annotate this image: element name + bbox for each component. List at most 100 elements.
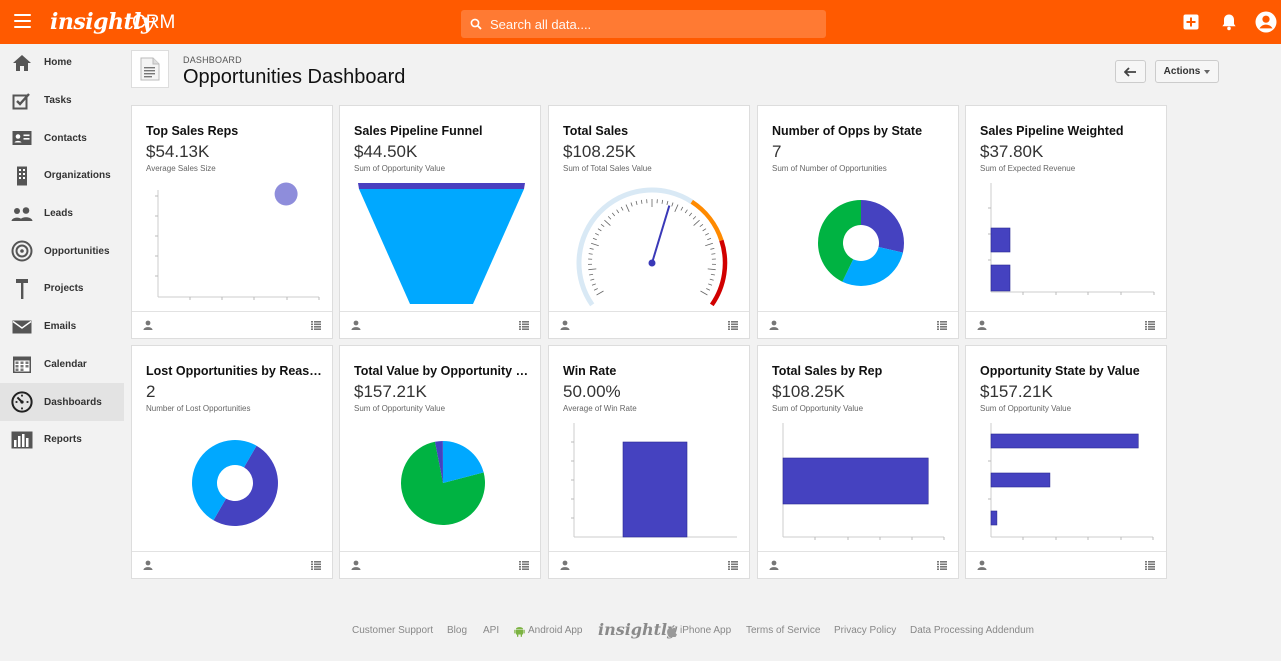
search-input[interactable]: [490, 16, 810, 32]
card-title[interactable]: Sales Pipeline Funnel: [354, 124, 483, 138]
dashboard-card-win-rate[interactable]: Win Rate 50.00% Average of Win Rate: [548, 345, 750, 579]
actions-label: Actions: [1163, 66, 1201, 77]
sidebar-item-organizations[interactable]: Organizations: [0, 157, 124, 195]
list-view-icon[interactable]: [937, 561, 947, 570]
sidebar-item-label: Contacts: [44, 132, 87, 144]
insightly-logo[interactable]: insightly: [50, 9, 154, 35]
card-subtitle: Average of Win Rate: [563, 404, 637, 413]
reports-icon: [11, 429, 33, 451]
card-title[interactable]: Total Value by Opportunity S...: [354, 364, 532, 378]
gauge-tick: [604, 219, 611, 226]
top-bar: insightly CRM: [0, 0, 1281, 44]
user-icon[interactable]: [769, 320, 779, 330]
list-view-icon[interactable]: [937, 321, 947, 330]
gauge-tick: [607, 216, 612, 220]
dashboard-card-opportunity-state-by-value[interactable]: Opportunity State by Value $157.21K Sum …: [965, 345, 1167, 579]
gauge-tick: [611, 212, 616, 217]
pie-slice: [434, 441, 443, 483]
search-bar[interactable]: [461, 10, 826, 38]
sidebar-item-leads[interactable]: Leads: [0, 195, 124, 233]
bar-total-sales-rep: [782, 457, 929, 505]
chart-opportunity-state-by-value: [988, 423, 1154, 540]
funnel-segment-top: [358, 183, 525, 189]
gauge-tick: [693, 219, 700, 226]
list-view-icon[interactable]: [311, 321, 321, 330]
dashboard-card-lost-opportunities[interactable]: Lost Opportunities by Reason 2 Number of…: [131, 345, 333, 579]
sidebar-item-tasks[interactable]: Tasks: [0, 82, 124, 120]
dashboard-card-total-value-by-state[interactable]: Total Value by Opportunity S... $157.21K…: [339, 345, 541, 579]
gauge-band-normal: [576, 187, 694, 307]
dashboard-card-opps-by-state[interactable]: Number of Opps by State 7 Sum of Number …: [757, 105, 959, 339]
card-value: 2: [146, 382, 156, 401]
dashboard-card-sales-pipeline-weighted[interactable]: Sales Pipeline Weighted $37.80K Sum of E…: [965, 105, 1167, 339]
list-view-icon[interactable]: [519, 561, 529, 570]
sidebar-item-calendar[interactable]: Calendar: [0, 346, 124, 384]
menu-icon[interactable]: [14, 14, 31, 28]
footer-link-data-processing-addendum[interactable]: Data Processing Addendum: [910, 625, 1034, 636]
user-icon[interactable]: [560, 320, 570, 330]
sidebar-item-contacts[interactable]: Contacts: [0, 119, 124, 157]
apple-icon: [667, 625, 677, 637]
add-icon[interactable]: [1181, 12, 1201, 32]
footer-link-privacy-policy[interactable]: Privacy Policy: [834, 625, 897, 636]
back-button[interactable]: [1115, 60, 1146, 83]
gauge-tick: [702, 228, 707, 232]
footer-link-android-app[interactable]: Android App: [528, 625, 583, 636]
footer-link-customer-support[interactable]: Customer Support: [352, 625, 434, 636]
card-title[interactable]: Lost Opportunities by Reason: [146, 364, 324, 378]
list-view-icon[interactable]: [728, 321, 738, 330]
dashboard-card-total-sales[interactable]: Total Sales $108.25K Sum of Total Sales …: [548, 105, 750, 339]
gauge-tick: [635, 200, 638, 205]
sidebar-item-reports[interactable]: Reports: [0, 421, 124, 459]
sidebar-item-home[interactable]: Home: [0, 44, 124, 82]
actions-dropdown-button[interactable]: Actions: [1155, 60, 1219, 83]
sidebar-item-opportunities[interactable]: Opportunities: [0, 232, 124, 270]
bar-win-rate: [622, 441, 688, 538]
gauge-tick: [704, 232, 709, 236]
card-title[interactable]: Sales Pipeline Weighted: [980, 124, 1124, 138]
notifications-icon[interactable]: [1219, 12, 1239, 32]
card-value: $108.25K: [563, 142, 636, 161]
user-avatar-icon[interactable]: [1254, 10, 1278, 34]
user-icon[interactable]: [143, 560, 153, 570]
list-view-icon[interactable]: [519, 321, 529, 330]
sidebar-item-emails[interactable]: Emails: [0, 308, 124, 346]
bar-weighted-1: [990, 227, 1011, 253]
user-icon[interactable]: [977, 560, 987, 570]
sidebar-item-projects[interactable]: Projects: [0, 270, 124, 308]
footer-link-api[interactable]: API: [483, 625, 500, 636]
card-subtitle: Sum of Total Sales Value: [563, 164, 652, 173]
gauge-tick: [674, 204, 679, 213]
gauge-tick: [625, 204, 630, 213]
user-icon[interactable]: [977, 320, 987, 330]
dashboard-card-top-sales-reps[interactable]: Top Sales Reps $54.13K Average Sales Siz…: [131, 105, 333, 339]
footer-link-blog[interactable]: Blog: [447, 625, 468, 636]
chart-win-rate: [571, 423, 737, 538]
dashboard-card-total-sales-by-rep[interactable]: Total Sales by Rep $108.25K Sum of Oppor…: [757, 345, 959, 579]
list-view-icon[interactable]: [311, 561, 321, 570]
card-title[interactable]: Total Sales by Rep: [772, 364, 883, 378]
card-title[interactable]: Number of Opps by State: [772, 124, 923, 138]
list-view-icon[interactable]: [1145, 321, 1155, 330]
breadcrumb[interactable]: DASHBOARD: [183, 55, 242, 65]
footer-insightly-logo[interactable]: insightly: [598, 620, 677, 639]
user-icon[interactable]: [769, 560, 779, 570]
gauge-tick: [595, 232, 600, 236]
user-icon[interactable]: [560, 560, 570, 570]
card-title[interactable]: Opportunity State by Value: [980, 364, 1140, 378]
dashboard-card-sales-pipeline-funnel[interactable]: Sales Pipeline Funnel $44.50K Sum of Opp…: [339, 105, 541, 339]
gauge-tick: [711, 253, 716, 255]
gauge-band-warning: [690, 199, 724, 242]
sidebar-item-dashboards[interactable]: Dashboards: [0, 383, 124, 421]
user-icon[interactable]: [351, 560, 361, 570]
card-title[interactable]: Top Sales Reps: [146, 124, 239, 138]
footer-link-terms-of-service[interactable]: Terms of Service: [746, 625, 821, 636]
footer-link-iphone-app[interactable]: iPhone App: [680, 625, 732, 636]
list-view-icon[interactable]: [1145, 561, 1155, 570]
user-icon[interactable]: [351, 320, 361, 330]
gauge-tick: [588, 253, 593, 255]
card-title[interactable]: Total Sales: [563, 124, 629, 138]
card-title[interactable]: Win Rate: [563, 364, 617, 378]
list-view-icon[interactable]: [728, 561, 738, 570]
user-icon[interactable]: [143, 320, 153, 330]
